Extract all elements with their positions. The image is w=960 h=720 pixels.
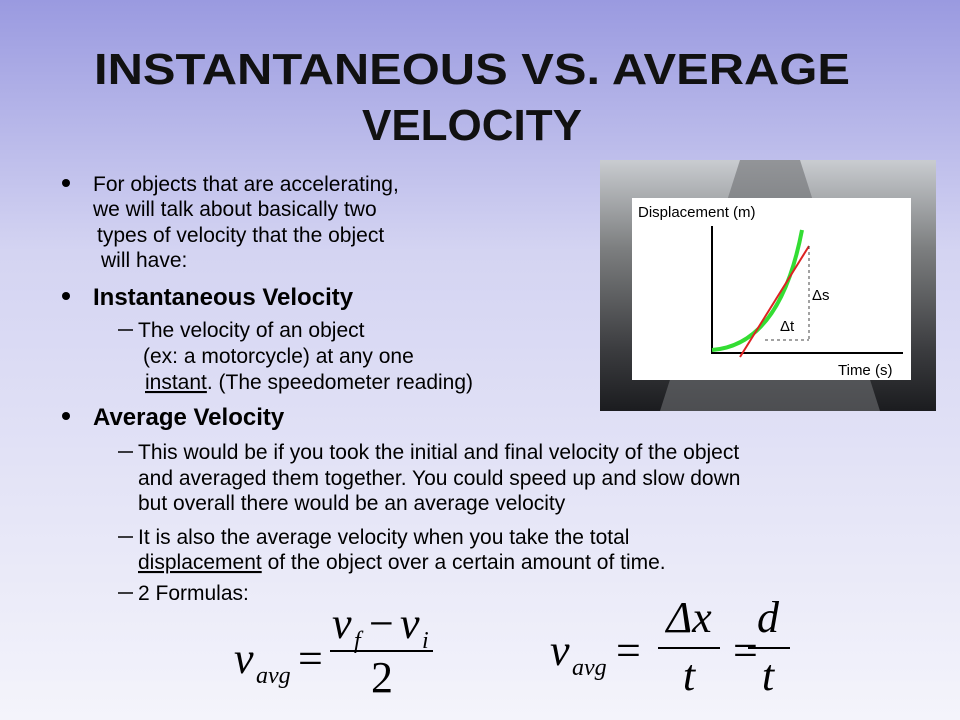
math-subscript: avg [572, 655, 607, 681]
text-line: This would be if you took the initial an… [138, 441, 739, 464]
text-line: It is also the average velocity when you… [138, 526, 629, 549]
math-denominator: 2 [371, 653, 393, 702]
math-numerator: Δx [664, 593, 712, 642]
bullet-heading: Instantaneous Velocity [93, 284, 354, 311]
text-line: and averaged them together. You could sp… [138, 467, 740, 490]
math-denominator: t [683, 651, 697, 700]
figure: Displacement (m) Time (s) Δs Δt [600, 160, 936, 411]
tangent [739, 245, 810, 358]
text-line: The velocity of an object [138, 319, 365, 342]
text-line: instant. (The speedometer reading) [145, 371, 473, 394]
delta-label: Δt [780, 318, 795, 335]
text-segment: . (The speedometer reading) [207, 371, 473, 394]
text-line: 2 Formulas: [138, 582, 249, 605]
text-line: but overall there would be an average ve… [138, 492, 566, 515]
underlined-word: instant [145, 371, 207, 394]
formula: v avg = v f − v i 2 [234, 599, 433, 702]
text-line: displacement of the object over a certai… [138, 551, 666, 574]
axis-label: Displacement (m) [638, 204, 756, 221]
text-line: (ex: a motorcycle) at any one [143, 345, 414, 368]
text-line: we will talk about basically two [92, 198, 377, 221]
math-operator: − [369, 599, 394, 648]
title-line: VELOCITY [362, 101, 582, 150]
math-symbol: v [550, 626, 570, 675]
math-subscript: f [354, 628, 364, 654]
text-line: types of velocity that the object [97, 224, 384, 247]
bullet [62, 179, 70, 187]
bullet-heading: Average Velocity [93, 404, 285, 431]
text-line: For objects that are accelerating, [93, 173, 399, 196]
bullet [62, 412, 70, 420]
bullet [62, 292, 70, 300]
math-equals: = [616, 626, 641, 675]
math-symbol: v [332, 599, 352, 648]
text-segment: of the object over a certain amount of t… [262, 551, 666, 574]
formula: v avg = Δx t = d t [550, 593, 790, 700]
axis-label: Time (s) [838, 362, 892, 379]
math-symbol: v [400, 599, 420, 648]
math-subscript: avg [256, 663, 291, 689]
curve [711, 229, 804, 352]
title-line: INSTANTANEOUS VS. AVERAGE [94, 45, 850, 94]
delta-label: Δs [812, 287, 830, 304]
underlined-word: displacement [138, 551, 262, 574]
math-subscript: i [422, 628, 429, 654]
math-symbol: v [234, 634, 254, 683]
math-numerator: d [757, 593, 780, 642]
graph-panel [632, 198, 911, 380]
math-equals: = [733, 626, 758, 675]
math-equals: = [298, 634, 323, 683]
math-denominator: t [762, 651, 776, 700]
text-line: will have: [100, 249, 187, 272]
